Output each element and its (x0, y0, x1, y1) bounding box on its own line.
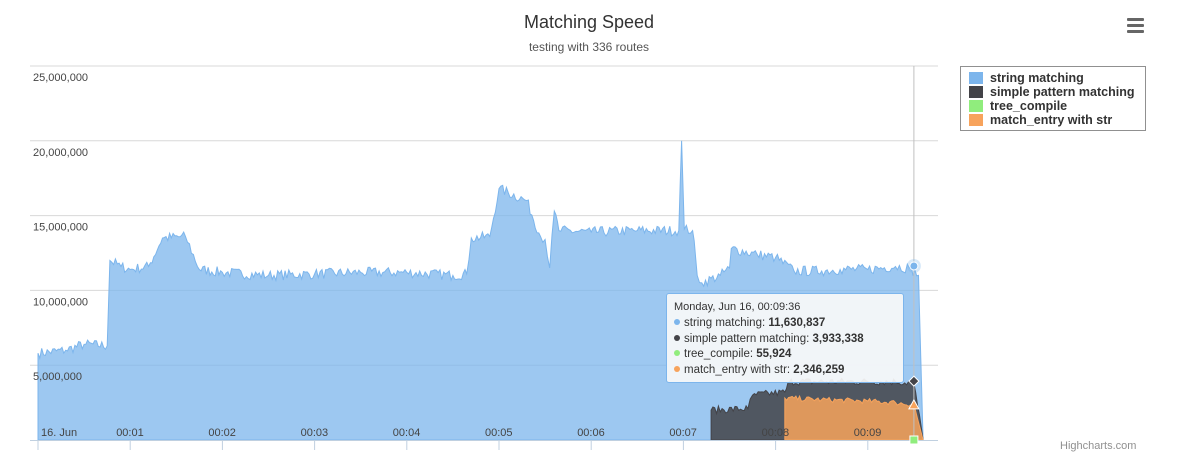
x-tick-label: 00:04 (393, 427, 421, 439)
x-tick-label: 00:06 (577, 427, 605, 439)
hamburger-menu-icon[interactable] (1126, 18, 1146, 36)
menu-bar (1127, 30, 1144, 33)
tooltip-value: 2,346,259 (793, 363, 845, 376)
tooltip-value: 11,630,837 (768, 317, 826, 329)
legend-label: tree_compile (990, 99, 1068, 113)
tooltip-row: tree_compile: 55,924 (674, 347, 903, 363)
legend-label: string matching (990, 71, 1084, 85)
menu-bar (1127, 24, 1144, 27)
credits-link[interactable]: Highcharts.com (1060, 440, 1137, 452)
tooltip-label: tree_compile: (684, 348, 757, 360)
menu-bar (1127, 18, 1144, 21)
chart-tooltip: Monday, Jun 16, 00:09:36 string matching… (666, 293, 904, 383)
y-tick-label: 10,000,000 (33, 296, 88, 308)
tooltip-row: string matching: 11,630,837 (674, 316, 903, 332)
x-axis (30, 440, 938, 450)
tooltip-header: Monday, Jun 16, 00:09:36 (674, 301, 801, 313)
legend-swatch (969, 100, 983, 112)
legend-label: simple pattern matching (990, 85, 1135, 99)
legend-item-string-matching[interactable]: string matching (961, 71, 1145, 85)
y-axis-labels: 25,000,000 20,000,000 15,000,000 10,000,000… (33, 72, 88, 383)
x-tick-label: 00:09 (854, 427, 882, 439)
chart-legend: string matching simple pattern matching … (960, 66, 1146, 131)
y-tick-label: 20,000,000 (33, 147, 88, 159)
tooltip-dot (674, 319, 680, 325)
x-tick-label: 16. Jun (41, 427, 77, 439)
legend-item-simple-pattern-matching[interactable]: simple pattern matching (961, 85, 1145, 99)
legend-swatch (969, 86, 983, 98)
tooltip-value: 55,924 (756, 348, 792, 360)
legend-item-tree-compile[interactable]: tree_compile (961, 99, 1145, 113)
tooltip-row: match_entry with str: 2,346,259 (674, 363, 903, 379)
area-match-entry-with-str (784, 394, 924, 441)
tooltip-label: match_entry with str: (684, 363, 794, 376)
legend-label: match_entry with str (990, 113, 1113, 127)
x-tick-label: 00:05 (485, 427, 513, 439)
tooltip-label: string matching: (684, 317, 769, 329)
marker-match-entry-with-str (908, 398, 920, 410)
tooltip-dot (674, 350, 680, 356)
x-tick-label: 00:01 (116, 427, 144, 439)
marker-tree-compile (909, 435, 919, 445)
legend-item-match-entry-with-str[interactable]: match_entry with str (961, 113, 1145, 127)
x-tick-label: 00:08 (762, 427, 790, 439)
series-areas (37, 140, 924, 441)
y-tick-label: 5,000,000 (33, 371, 82, 383)
tooltip-value: 3,933,338 (812, 332, 864, 345)
chart-subtitle: testing with 336 routes (528, 40, 650, 54)
crosshair (906, 66, 921, 445)
chart-title: Matching Speed (523, 12, 655, 32)
y-tick-label: 15,000,000 (33, 222, 88, 234)
x-axis-labels: 16. Jun 00:01 00:02 00:03 00:04 00:05 00:06 00:… (41, 427, 881, 439)
tooltip-dot (674, 334, 680, 341)
tooltip-dot (674, 365, 680, 372)
marker-simple-pattern-matching (908, 375, 920, 387)
y-tick-label: 25,000,000 (33, 72, 88, 84)
x-tick-label: 00:02 (208, 427, 236, 439)
legend-swatch (969, 72, 983, 84)
marker-string-matching (909, 261, 919, 271)
tooltip-row: simple pattern matching: 3,933,338 (674, 332, 903, 348)
x-tick-label: 00:03 (301, 427, 329, 439)
legend-swatch (969, 114, 983, 126)
x-tick-label: 00:07 (669, 427, 697, 439)
tooltip-label: simple pattern matching: (684, 332, 813, 345)
